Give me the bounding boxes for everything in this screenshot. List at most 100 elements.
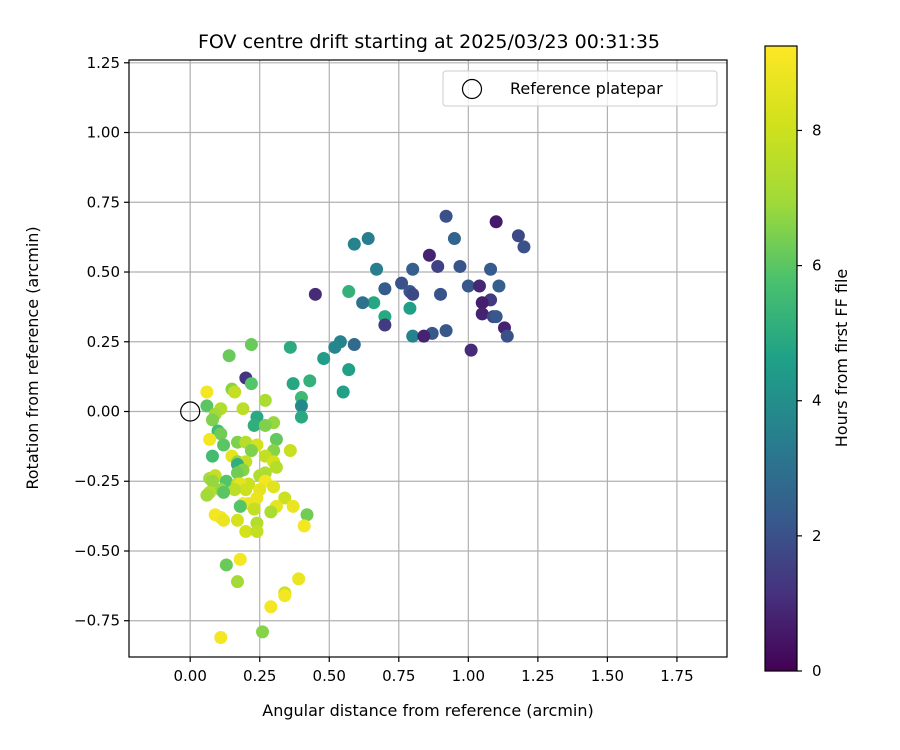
scatter-point bbox=[228, 483, 242, 497]
y-tick-label: 1.25 bbox=[87, 54, 120, 72]
scatter-point bbox=[230, 575, 244, 589]
scatter-points bbox=[200, 209, 531, 644]
x-tick-label: 1.75 bbox=[660, 667, 693, 685]
scatter-point bbox=[511, 229, 525, 243]
scatter-point bbox=[370, 262, 384, 276]
scatter-point bbox=[217, 485, 231, 499]
y-tick-label: 1.00 bbox=[87, 124, 120, 142]
scatter-point bbox=[461, 279, 475, 293]
scatter-point bbox=[317, 352, 331, 365]
scatter-point bbox=[347, 338, 361, 352]
scatter-point bbox=[214, 630, 228, 644]
scatter-point bbox=[269, 460, 283, 474]
scatter-point bbox=[475, 307, 489, 321]
x-tick-label: 0.50 bbox=[313, 667, 346, 685]
scatter-point bbox=[342, 363, 356, 377]
colorbar-tick-label: 6 bbox=[812, 257, 822, 275]
scatter-point bbox=[247, 418, 261, 432]
scatter-point bbox=[434, 287, 448, 301]
scatter-point bbox=[236, 402, 250, 416]
scatter-point bbox=[342, 285, 356, 299]
scatter-point bbox=[294, 410, 308, 424]
y-tick-label: 0.50 bbox=[87, 263, 120, 281]
scatter-point bbox=[239, 483, 253, 497]
scatter-point bbox=[278, 589, 292, 603]
scatter-point bbox=[378, 318, 392, 332]
scatter-point bbox=[356, 296, 370, 310]
scatter-point bbox=[367, 296, 381, 310]
scatter-point bbox=[294, 399, 308, 413]
scatter-point bbox=[439, 209, 453, 223]
scatter-point bbox=[328, 340, 342, 354]
scatter-point bbox=[264, 505, 278, 519]
scatter-point bbox=[500, 329, 514, 343]
scatter-point bbox=[395, 276, 409, 290]
scatter-point bbox=[233, 499, 247, 513]
scatter-point bbox=[228, 385, 242, 399]
scatter-point bbox=[406, 287, 420, 301]
scatter-point bbox=[267, 480, 281, 494]
scatter-point bbox=[447, 232, 461, 246]
y-tick-label: 0.75 bbox=[87, 193, 120, 211]
scatter-point bbox=[453, 259, 467, 273]
x-tick-label: 1.00 bbox=[452, 667, 485, 685]
scatter-point bbox=[264, 600, 278, 614]
scatter-point bbox=[286, 499, 300, 513]
scatter-point bbox=[258, 393, 272, 407]
scatter-point bbox=[200, 399, 214, 413]
scatter-point bbox=[233, 552, 247, 566]
y-tick-label: −0.75 bbox=[74, 612, 120, 630]
y-tick-label: 0.25 bbox=[87, 333, 120, 351]
y-tick-label: −0.50 bbox=[74, 542, 120, 560]
reference-platepar-marker bbox=[180, 401, 201, 422]
legend-box bbox=[442, 70, 718, 107]
scatter-point bbox=[250, 524, 264, 538]
colorbar-label: Hours from first FF file bbox=[832, 269, 851, 448]
scatter-point bbox=[484, 262, 498, 276]
colorbar: 0 2 4 6 8 Hours from first FF file bbox=[764, 45, 851, 680]
reference-marker-layer bbox=[180, 401, 201, 422]
scatter-point bbox=[217, 513, 231, 527]
scatter-point bbox=[492, 279, 506, 293]
scatter-point bbox=[303, 374, 317, 388]
colorbar-gradient bbox=[764, 45, 798, 672]
scatter-point bbox=[244, 444, 258, 458]
colorbar-tick-label: 2 bbox=[812, 527, 822, 545]
grid bbox=[129, 60, 727, 657]
scatter-point bbox=[292, 572, 306, 586]
scatter-point bbox=[269, 432, 283, 446]
scatter-point bbox=[406, 329, 420, 343]
legend-reference-marker bbox=[461, 78, 483, 100]
legend: Reference platepar bbox=[442, 70, 718, 107]
scatter-point bbox=[464, 343, 478, 357]
scatter-point bbox=[256, 625, 270, 639]
scatter-point bbox=[417, 329, 431, 343]
scatter-point bbox=[230, 513, 244, 527]
scatter-point bbox=[200, 385, 214, 399]
scatter-point bbox=[422, 248, 436, 262]
scatter-point bbox=[489, 310, 503, 324]
scatter-point bbox=[219, 558, 233, 572]
colorbar-tick-label: 4 bbox=[812, 392, 822, 410]
y-axis-ticks: −0.75 −0.50 −0.25 0.00 0.25 0.50 0.75 1.00 1.25 bbox=[74, 54, 129, 630]
scatter-point bbox=[205, 449, 219, 463]
plot-frame bbox=[128, 59, 728, 658]
scatter-point bbox=[278, 491, 292, 505]
x-tick-label: 0.25 bbox=[243, 667, 276, 685]
legend-entry-reference: Reference platepar bbox=[510, 79, 663, 98]
scatter-point bbox=[472, 279, 486, 293]
x-tick-label: 1.25 bbox=[521, 667, 554, 685]
y-axis-label: Rotation from reference (arcmin) bbox=[23, 226, 42, 489]
scatter-point bbox=[403, 301, 417, 315]
scatter-point bbox=[244, 377, 258, 391]
scatter-point bbox=[217, 438, 231, 452]
x-tick-label: 0.00 bbox=[173, 667, 206, 685]
scatter-point bbox=[489, 215, 503, 229]
scatter-point bbox=[283, 444, 297, 458]
scatter-point bbox=[258, 418, 272, 432]
chart-title: FOV centre drift starting at 2025/03/23 … bbox=[198, 31, 660, 53]
scatter-point bbox=[205, 413, 219, 427]
colorbar-ticks: 0 2 4 6 8 bbox=[797, 121, 822, 680]
y-tick-label: 0.00 bbox=[87, 403, 120, 421]
